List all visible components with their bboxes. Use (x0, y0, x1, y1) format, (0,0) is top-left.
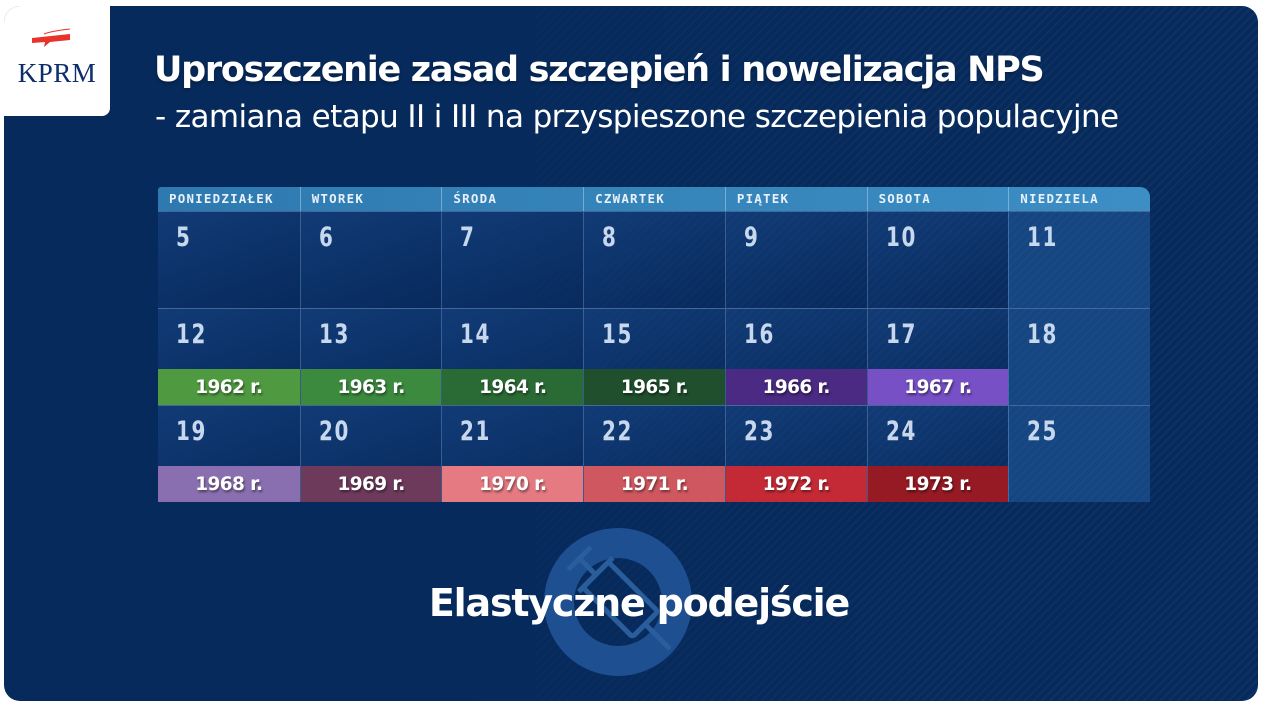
day-number: 5 (176, 222, 192, 253)
calendar-week: 12 1962 r. 13 1963 r. 14 1964 r. 15 1965 r. 16 19… (158, 308, 1150, 405)
weekday-label: ŚRODA (441, 187, 583, 211)
day-number: 18 (1027, 319, 1059, 350)
birth-year-band: 1972 r. (725, 466, 867, 502)
birth-year-band: 1967 r. (867, 369, 1009, 405)
kprm-logo: KPRM (4, 6, 110, 116)
birth-year-band: 1970 r. (442, 466, 584, 502)
calendar-day: 15 1965 r. (583, 309, 725, 405)
weekday-label: NIEDZIELA (1008, 187, 1150, 211)
day-number: 12 (176, 319, 208, 350)
birth-year-band: 1968 r. (158, 466, 300, 502)
weekday-header: PONIEDZIAŁEK WTOREK ŚRODA CZWARTEK PIĄTE… (158, 187, 1150, 211)
birth-year-band: 1969 r. (300, 466, 442, 502)
calendar-day: 22 1971 r. (583, 406, 725, 502)
syringe-icon (566, 545, 672, 651)
day-number: 13 (318, 319, 350, 350)
day-number: 17 (885, 319, 917, 350)
calendar-day: 13 1963 r. (299, 309, 442, 405)
calendar-day: 10 (866, 212, 1009, 308)
day-number: 8 (602, 222, 618, 253)
calendar-day: 6 (299, 212, 442, 308)
page-subtitle: - zamiana etapu II i III na przyspieszon… (155, 99, 1119, 135)
calendar-day: 11 (1008, 212, 1150, 308)
calendar-day: 25 (1008, 406, 1150, 502)
day-number: 15 (602, 319, 634, 350)
weekday-label: PIĄTEK (724, 187, 867, 211)
day-number: 6 (318, 222, 335, 253)
infographic-card: KPRM Uproszczenie zasad szczepień i nowe… (4, 6, 1258, 701)
day-number: 25 (1027, 416, 1059, 447)
birth-year-band: 1971 r. (584, 466, 725, 502)
day-number: 21 (460, 416, 492, 447)
day-number: 19 (176, 416, 208, 447)
day-number: 16 (743, 319, 775, 350)
calendar-day: 20 1969 r. (299, 406, 442, 502)
flag-icon (32, 28, 71, 47)
calendar-day: 12 1962 r. (158, 309, 300, 405)
day-number: 20 (318, 416, 350, 447)
tagline: Elastyczne podejście (428, 581, 850, 625)
calendar-day: 17 1967 r. (866, 309, 1009, 405)
day-number: 23 (743, 416, 775, 447)
birth-year-band: 1965 r. (584, 369, 725, 405)
weekday-label: PONIEDZIAŁEK (169, 191, 274, 206)
calendar-day: 19 1968 r. (158, 406, 300, 502)
calendar-day: 23 1972 r. (724, 406, 867, 502)
calendar-day: 14 1964 r. (441, 309, 584, 405)
syringe-emblem (544, 528, 704, 688)
calendar: PONIEDZIAŁEK WTOREK ŚRODA CZWARTEK PIĄTE… (158, 187, 1150, 502)
page-title: Uproszczenie zasad szczepień i nowelizac… (154, 50, 1045, 90)
calendar-week: 5 6 7 8 9 10 11 (158, 211, 1150, 308)
birth-year-band: 1962 r. (158, 369, 300, 405)
day-number: 22 (602, 416, 634, 447)
calendar-day: 7 (441, 212, 584, 308)
day-number: 11 (1027, 222, 1059, 253)
day-number: 9 (743, 222, 760, 253)
calendar-week: 19 1968 r. 20 1969 r. 21 1970 r. 22 1971 r. 23 19… (158, 405, 1150, 502)
calendar-day: 5 (158, 212, 300, 308)
day-number: 24 (885, 416, 917, 447)
day-number: 10 (885, 222, 917, 253)
day-number: 7 (460, 222, 476, 253)
birth-year-band: 1964 r. (442, 369, 584, 405)
calendar-weeks: 5 6 7 8 9 10 11 12 1962 r. 13 1963 r. 14 1964 r. 15 19… (158, 211, 1150, 502)
calendar-day: 21 1970 r. (441, 406, 584, 502)
calendar-day: 24 1973 r. (866, 406, 1009, 502)
calendar-day: 8 (583, 212, 725, 308)
weekday-label: WTOREK (299, 187, 442, 211)
calendar-day: 9 (724, 212, 867, 308)
weekday-label: CZWARTEK (583, 187, 725, 211)
calendar-day: 18 (1008, 309, 1150, 405)
weekday-label: SOBOTA (866, 187, 1009, 211)
birth-year-band: 1963 r. (300, 369, 442, 405)
day-number: 14 (460, 319, 492, 350)
birth-year-band: 1966 r. (725, 369, 867, 405)
calendar-day: 16 1966 r. (724, 309, 867, 405)
logo-text: KPRM (17, 58, 97, 88)
birth-year-band: 1973 r. (867, 466, 1009, 502)
